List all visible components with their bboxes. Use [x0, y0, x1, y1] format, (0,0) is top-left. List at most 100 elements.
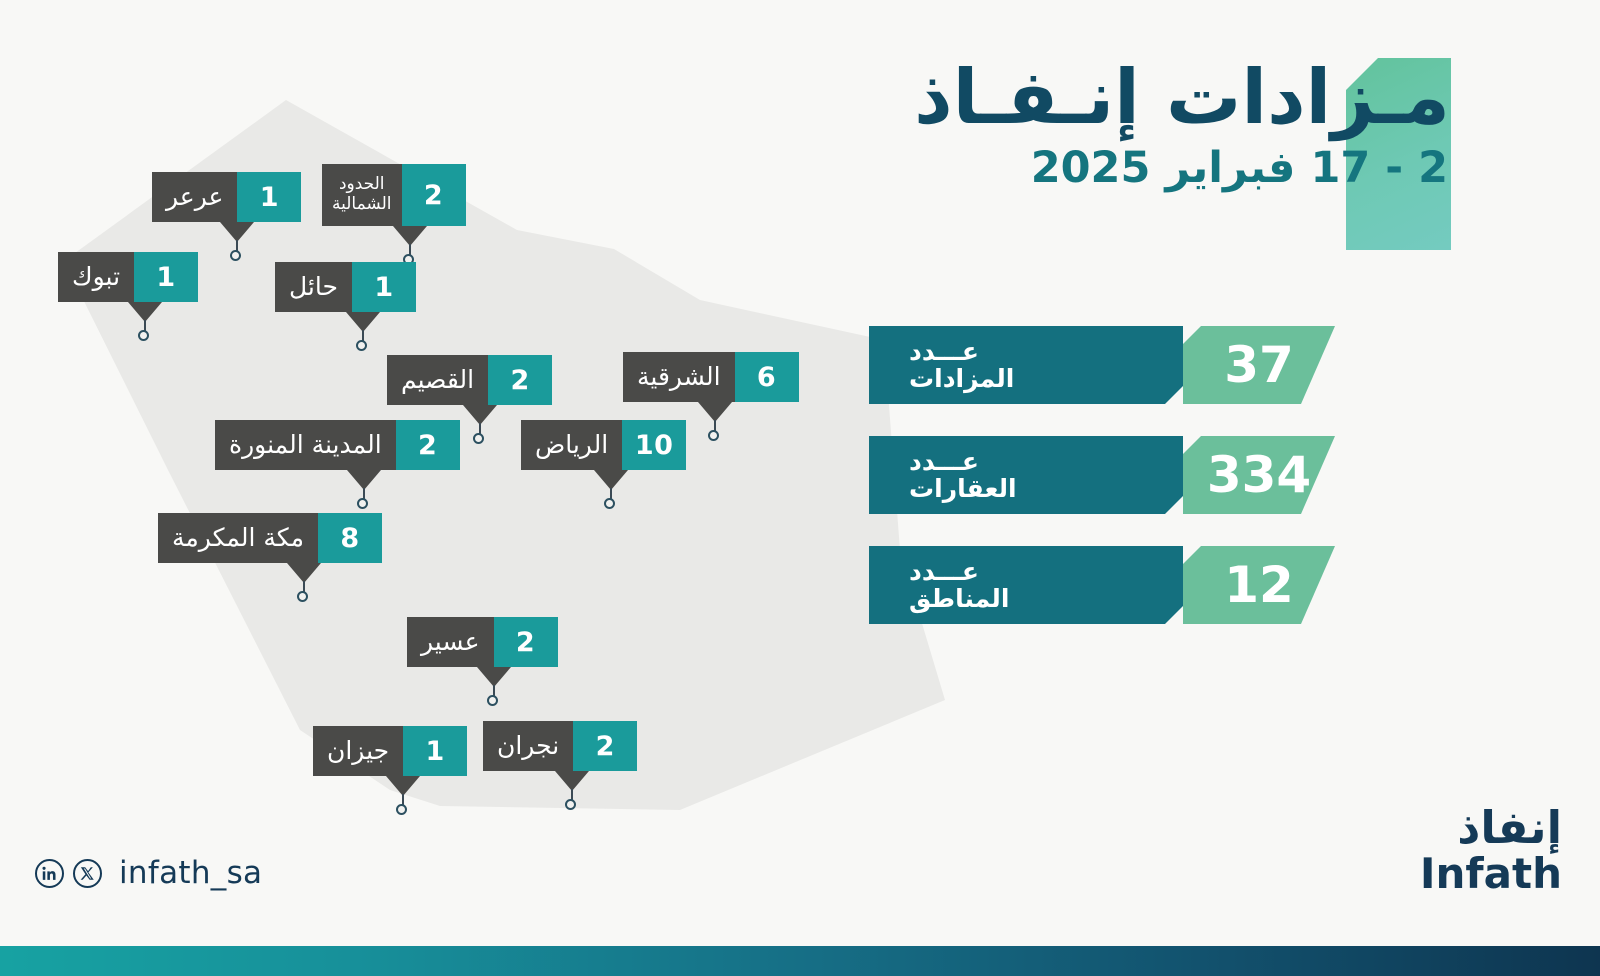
region-name: عسير [407, 617, 494, 667]
region-marker[interactable]: جيزان 1 [313, 726, 468, 815]
region-marker[interactable]: عسير 2 [407, 617, 558, 706]
marker-triangle [220, 222, 254, 242]
region-marker-box[interactable]: تبوك 1 [58, 252, 199, 341]
region-name: حائل [275, 262, 352, 312]
region-name: تبوك [58, 252, 135, 302]
region-marker[interactable]: الرياض 10 [521, 420, 687, 509]
stat-value: 12 [1183, 546, 1335, 624]
marker-stem [610, 488, 612, 500]
header-title-block: مـزادات إنـفـاذ 2 - 17 فبراير 2025 [914, 58, 1450, 193]
region-name-line1: الحدود [338, 174, 385, 195]
marker-dot-icon [473, 433, 484, 444]
marker-stem [362, 330, 364, 342]
region-name: نجران [483, 721, 574, 771]
region-marker-box[interactable]: جيزان 1 [313, 726, 468, 815]
x-twitter-icon[interactable] [73, 858, 102, 888]
marker-dot-icon [604, 498, 615, 509]
stat-label: عـــدد العقارات [869, 436, 1183, 514]
marker-stem [144, 320, 146, 332]
marker-stem [236, 240, 238, 252]
date-range: 2 - 17 فبراير 2025 [1030, 142, 1448, 193]
region-marker-box[interactable]: عسير 2 [407, 617, 558, 706]
marker-triangle [347, 470, 381, 490]
marker-stem [714, 420, 716, 432]
region-count-badge: 2 [401, 164, 466, 226]
marker-triangle [386, 776, 420, 796]
region-count-badge: 2 [493, 617, 558, 667]
stat-label-line1: عـــدد [909, 446, 979, 476]
region-count-badge: 1 [351, 262, 416, 312]
infath-logo: إنفاذ Infath [1420, 805, 1562, 896]
region-marker-box[interactable]: نجران 2 [483, 721, 638, 810]
marker-dot-icon [230, 250, 241, 261]
region-marker[interactable]: عرعر 1 [152, 172, 302, 261]
stat-label-line1: عـــدد [909, 556, 979, 586]
marker-triangle [594, 470, 628, 490]
stat-label-line1: عـــدد [909, 336, 979, 366]
logo-english-text: Infath [1419, 849, 1562, 898]
title-accent-shape [1346, 58, 1451, 250]
region-name: عرعر [152, 172, 238, 222]
region-marker-box[interactable]: المدينة المنورة 2 [215, 420, 460, 509]
region-marker-box[interactable]: الرياض 10 [521, 420, 687, 509]
region-marker[interactable]: المدينة المنورة 2 [215, 420, 460, 509]
region-marker-box[interactable]: عرعر 1 [152, 172, 302, 261]
region-marker[interactable]: مكة المكرمة 8 [158, 513, 382, 602]
footer-gradient-bar [0, 946, 1600, 976]
region-marker[interactable]: الحدود الشمالية 2 [322, 164, 466, 265]
stat-row: 37 عـــدد المزادات [905, 326, 1335, 404]
marker-stem [402, 794, 404, 806]
linkedin-icon[interactable] [35, 858, 64, 888]
marker-triangle [393, 226, 427, 246]
region-name: الشرقية [623, 352, 735, 402]
marker-stem [363, 488, 365, 500]
page-title: مـزادات إنـفـاذ [914, 53, 1450, 141]
social-handle[interactable]: infath_sa [119, 855, 263, 891]
region-count-badge: 1 [237, 172, 302, 222]
region-name: القصيم [387, 355, 489, 405]
region-count-badge: 2 [395, 420, 460, 470]
stat-row: 334 عـــدد العقارات [905, 436, 1335, 514]
marker-dot-icon [708, 430, 719, 441]
logo-arabic-text: إنفاذ [1457, 801, 1562, 854]
region-marker[interactable]: تبوك 1 [58, 252, 199, 341]
region-marker-box[interactable]: حائل 1 [275, 262, 416, 351]
marker-triangle [128, 302, 162, 322]
stat-label-line2: العقارات [909, 474, 1017, 503]
summary-stats: 37 عـــدد المزادات 334 عـــدد العقارات 12 عـــد… [905, 326, 1335, 656]
region-name: جيزان [313, 726, 404, 776]
stat-label: عـــدد المناطق [869, 546, 1183, 624]
region-marker-box[interactable]: القصيم 2 [387, 355, 553, 444]
region-count-badge: 6 [734, 352, 799, 402]
social-links[interactable]: infath_sa [35, 855, 262, 891]
region-count-badge: 8 [317, 513, 382, 563]
marker-dot-icon [138, 330, 149, 341]
region-marker-box[interactable]: الحدود الشمالية 2 [322, 164, 466, 265]
region-name: مكة المكرمة [158, 513, 318, 563]
region-marker[interactable]: القصيم 2 [387, 355, 553, 444]
marker-triangle [555, 771, 589, 791]
stat-value: 37 [1183, 326, 1335, 404]
region-marker[interactable]: نجران 2 [483, 721, 638, 810]
marker-dot-icon [565, 799, 576, 810]
region-name: الحدود الشمالية [322, 164, 402, 226]
region-count-badge: 2 [573, 721, 638, 771]
stat-label: عـــدد المزادات [869, 326, 1183, 404]
stat-row: 12 عـــدد المناطق [905, 546, 1335, 624]
region-marker[interactable]: حائل 1 [275, 262, 416, 351]
region-marker[interactable]: الشرقية 6 [623, 352, 799, 441]
stat-label-line2: المزادات [909, 364, 1015, 393]
x-glyph [80, 866, 94, 880]
stat-label-line2: المناطق [909, 584, 1010, 613]
region-marker-box[interactable]: الشرقية 6 [623, 352, 799, 441]
region-name: الرياض [521, 420, 623, 470]
region-count-badge: 1 [134, 252, 199, 302]
marker-dot-icon [357, 498, 368, 509]
marker-triangle [698, 402, 732, 422]
region-count-badge: 1 [403, 726, 468, 776]
region-name-stack: الحدود الشمالية [332, 175, 392, 214]
marker-dot-icon [396, 804, 407, 815]
region-marker-box[interactable]: مكة المكرمة 8 [158, 513, 382, 602]
marker-stem [493, 685, 495, 697]
